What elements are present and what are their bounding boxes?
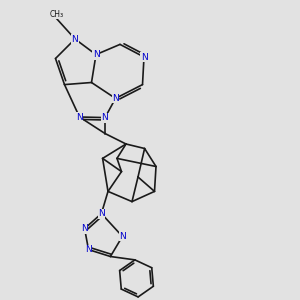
Text: N: N	[119, 232, 126, 241]
Text: N: N	[81, 224, 88, 233]
Text: N: N	[72, 34, 78, 43]
Text: N: N	[141, 52, 147, 62]
Text: N: N	[76, 112, 83, 122]
Text: N: N	[98, 209, 105, 218]
Text: N: N	[112, 94, 119, 103]
Text: N: N	[102, 113, 108, 122]
Text: CH₃: CH₃	[50, 10, 64, 19]
Text: N: N	[93, 50, 99, 59]
Text: N: N	[85, 245, 92, 254]
